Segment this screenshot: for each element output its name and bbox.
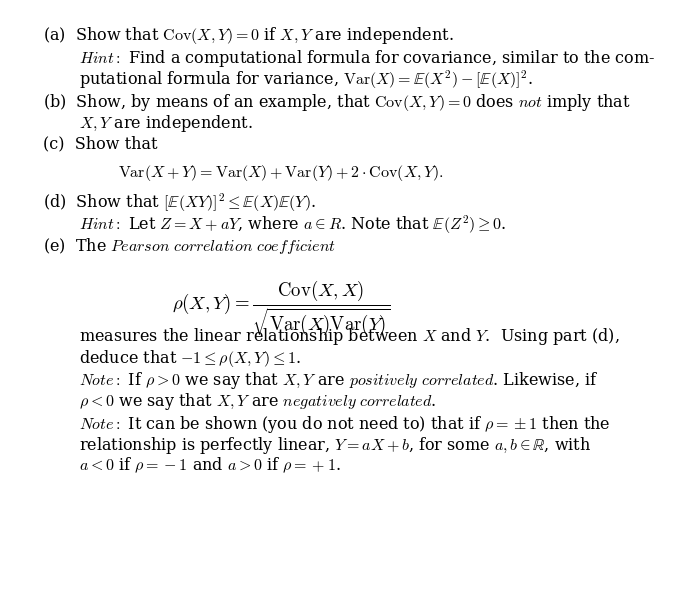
- Text: $\mathrm{Var}(X+Y) = \mathrm{Var}(X) + \mathrm{Var}(Y) + 2 \cdot \mathrm{Cov}(X,: $\mathrm{Var}(X+Y) = \mathrm{Var}(X) + \…: [119, 163, 445, 184]
- Text: $\mathit{Note:}$ It can be shown (you do not need to) that if $\rho = \pm 1$ the: $\mathit{Note:}$ It can be shown (you do…: [79, 414, 610, 435]
- Text: $\mathit{Note:}$ If $\rho > 0$ we say that $X, Y$ are $\mathit{positively\ corre: $\mathit{Note:}$ If $\rho > 0$ we say th…: [79, 370, 598, 391]
- Text: (d)  Show that $[\mathbb{E}(XY)]^2 \leq \mathbb{E}(X)\mathbb{E}(Y)$.: (d) Show that $[\mathbb{E}(XY)]^2 \leq \…: [43, 192, 316, 214]
- Text: (e)  The $\mathit{Pearson\ correlation\ coefficient}$: (e) The $\mathit{Pearson\ correlation\ c…: [43, 236, 336, 255]
- Text: $\rho(X,Y) = \dfrac{\mathrm{Cov}(X,X)}{\sqrt{\mathrm{Var}(X)\mathrm{Var}(Y)}}$: $\rho(X,Y) = \dfrac{\mathrm{Cov}(X,X)}{\…: [172, 278, 391, 338]
- Text: $X, Y$ are independent.: $X, Y$ are independent.: [79, 113, 253, 134]
- Text: $\rho < 0$ we say that $X, Y$ are $\mathit{negatively\ correlated}$.: $\rho < 0$ we say that $X, Y$ are $\math…: [79, 391, 436, 412]
- Text: relationship is perfectly linear, $Y = aX + b$, for some $a, b \in \mathbb{R}$, : relationship is perfectly linear, $Y = a…: [79, 435, 591, 456]
- Text: $\mathit{Hint:}$ Let $Z = X + aY$, where $a \in R$. Note that $\mathbb{E}(Z^2) \: $\mathit{Hint:}$ Let $Z = X + aY$, where…: [79, 213, 507, 236]
- Text: deduce that $-1 \leq \rho(X,Y) \leq 1$.: deduce that $-1 \leq \rho(X,Y) \leq 1$.: [79, 348, 301, 368]
- Text: (b)  Show, by means of an example, that $\mathrm{Cov}(X,Y) = 0$ does $\mathit{no: (b) Show, by means of an example, that $…: [43, 92, 631, 113]
- Text: (a)  Show that $\mathrm{Cov}(X,Y) = 0$ if $X, Y$ are independent.: (a) Show that $\mathrm{Cov}(X,Y) = 0$ if…: [43, 25, 454, 47]
- Text: putational formula for variance, $\mathrm{Var}(X) = \mathbb{E}(X^2) - [\mathbb{E: putational formula for variance, $\mathr…: [79, 69, 533, 91]
- Text: $a < 0$ if $\rho = -1$ and $a > 0$ if $\rho = +1$.: $a < 0$ if $\rho = -1$ and $a > 0$ if $\…: [79, 456, 341, 475]
- Text: measures the linear relationship between $X$ and $Y$.  Using part (d),: measures the linear relationship between…: [79, 327, 620, 348]
- Text: (c)  Show that: (c) Show that: [43, 136, 158, 153]
- Text: $\mathit{Hint:}$ Find a computational formula for covariance, similar to the com: $\mathit{Hint:}$ Find a computational fo…: [79, 48, 655, 69]
